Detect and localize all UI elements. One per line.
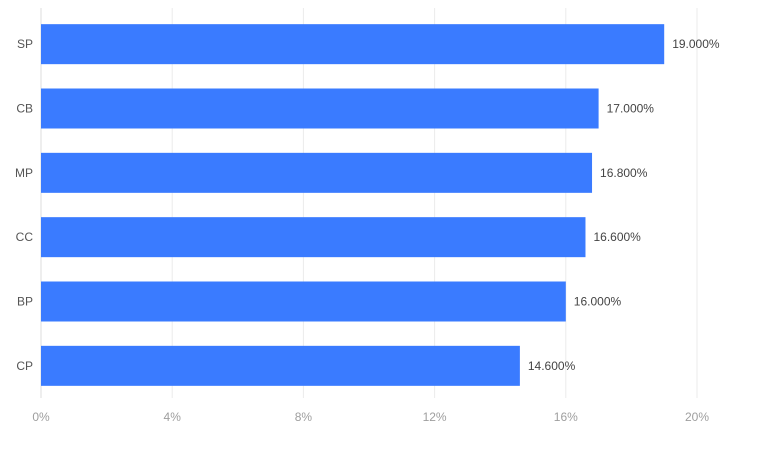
value-label: 19.000% xyxy=(672,37,720,51)
bar-bp[interactable] xyxy=(41,281,566,322)
bar-sp[interactable] xyxy=(41,24,665,65)
value-label: 16.600% xyxy=(593,230,641,244)
bar-cp[interactable] xyxy=(41,345,520,386)
x-tick-label: 0% xyxy=(32,410,50,424)
x-tick-label: 20% xyxy=(685,410,709,424)
x-tick-label: 16% xyxy=(554,410,578,424)
value-label: 14.600% xyxy=(528,359,576,373)
value-label: 17.000% xyxy=(607,102,655,116)
category-label: CC xyxy=(16,230,34,244)
category-label: CP xyxy=(16,359,33,373)
category-label: MP xyxy=(15,166,33,180)
category-label: CB xyxy=(16,102,33,116)
x-tick-label: 4% xyxy=(164,410,182,424)
x-tick-label: 12% xyxy=(423,410,447,424)
grid-layer xyxy=(40,8,698,398)
value-label: 16.000% xyxy=(574,295,622,309)
bar-cb[interactable] xyxy=(41,88,599,129)
category-label: SP xyxy=(17,37,33,51)
bar-mp[interactable] xyxy=(41,152,593,193)
bars-layer xyxy=(41,24,665,386)
labels-layer: 0% 4% 8% 12% 16% 20% SP 19.000% CB 17.000% MP 16.80… xyxy=(15,37,720,424)
x-tick-label: 8% xyxy=(295,410,313,424)
category-label: BP xyxy=(17,295,33,309)
bar-cc[interactable] xyxy=(41,217,586,258)
value-label: 16.800% xyxy=(600,166,648,180)
